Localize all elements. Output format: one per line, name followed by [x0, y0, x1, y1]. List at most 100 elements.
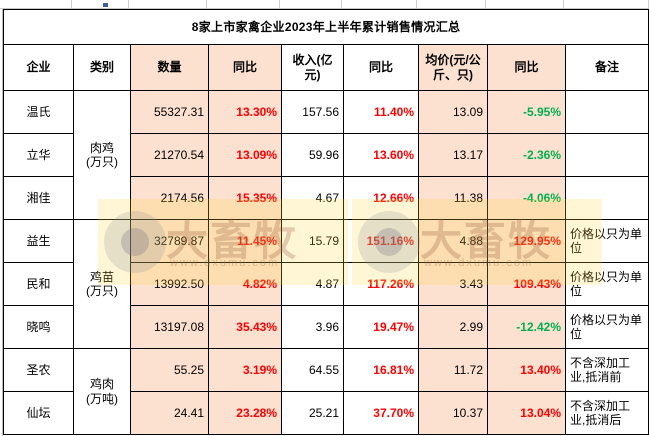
cell-revenue: 15.79 — [281, 219, 344, 263]
cell-average-price: 2.99 — [418, 305, 488, 349]
column-header-company: 企业 — [3, 44, 74, 91]
cell-revenue-yoy: 16.81% — [343, 348, 419, 392]
cell-quantity-yoy: 3.19% — [208, 348, 282, 392]
cell-category-group-broiler: 肉鸡 (万只) — [73, 90, 131, 220]
cell-average-price: 13.09 — [418, 90, 488, 134]
cell-remark: 不含深加工业,抵消前 — [564, 348, 649, 392]
cell-price-yoy: -12.42% — [487, 305, 566, 349]
cell-revenue: 59.96 — [281, 133, 344, 177]
cell-quantity-yoy: 23.28% — [208, 391, 282, 435]
cell-quantity-yoy: 13.30% — [208, 90, 282, 134]
table-row: 温氏 肉鸡 (万只) 55327.31 13.30% 157.56 11.40%… — [3, 90, 649, 220]
category-line-2: (万只) — [86, 284, 118, 298]
sheet-col-e — [280, 0, 342, 8]
cell-company: 湘佳 — [3, 176, 74, 220]
cell-average-price: 4.88 — [418, 219, 488, 263]
cell-revenue: 4.67 — [281, 176, 344, 220]
cell-average-price: 13.17 — [418, 133, 488, 177]
sheet-col-a — [0, 0, 72, 8]
cell-revenue-yoy: 19.47% — [343, 305, 419, 349]
cell-quantity-yoy: 15.35% — [208, 176, 282, 220]
cell-average-price: 11.38 — [418, 176, 488, 220]
cell-revenue-yoy: 37.70% — [343, 391, 419, 435]
table-row: 立华 21270.54 13.09% 59.96 13.60% 13.17 -2… — [3, 133, 649, 177]
table-row: 湘佳 2174.56 15.35% 4.67 12.66% 11.38 -4.0… — [3, 176, 649, 220]
cell-remark — [564, 176, 649, 220]
cell-quantity: 55.25 — [130, 348, 209, 392]
cell-remark: 不含深加工业,抵消后 — [564, 391, 649, 435]
cell-remark: 价格以只为单位 — [564, 305, 649, 349]
cell-company: 仙坛 — [3, 391, 74, 435]
category-line-1: 鸡肉 — [89, 377, 114, 392]
cell-revenue-yoy: 12.66% — [343, 176, 419, 220]
category-line-2: (万只) — [86, 155, 118, 169]
cell-remark — [564, 133, 649, 177]
header-row: 企业 类别 数量 同比 收入(亿元) 同比 均价(元/公斤、只) 同比 备注 — [3, 44, 649, 91]
sales-summary-table: 8家上市家禽企业2023年上半年累计销售情况汇总 企业 类别 数量 同比 收入(… — [2, 9, 649, 435]
cell-company: 立华 — [3, 133, 74, 177]
cell-quantity: 2174.56 — [130, 176, 209, 220]
cell-average-price: 11.72 — [418, 348, 488, 392]
table-row: 圣农 鸡肉 (万吨) 55.25 3.19% 64.55 16.81% 11.7… — [3, 348, 649, 435]
column-header-revenue: 收入(亿元) — [281, 44, 344, 91]
cell-quantity: 13197.08 — [130, 305, 209, 349]
cell-quantity-yoy: 11.45% — [208, 219, 282, 263]
cell-quantity-yoy: 4.82% — [208, 262, 282, 306]
cell-revenue-yoy: 117.26% — [343, 262, 419, 306]
cell-price-yoy: -2.36% — [487, 133, 566, 177]
category-line-2: (万吨) — [86, 391, 118, 406]
title-row: 8家上市家禽企业2023年上半年累计销售情况汇总 — [2, 9, 649, 45]
cell-remark: 价格以只为单位 — [564, 262, 649, 306]
cell-revenue-yoy: 151.16% — [343, 219, 419, 263]
cell-category-group-chicken-meat: 鸡肉 (万吨) — [73, 348, 131, 435]
cell-company: 圣农 — [3, 348, 74, 392]
cell-price-yoy: -5.95% — [487, 90, 566, 134]
sheet-col-h — [486, 0, 564, 8]
cell-company: 民和 — [3, 262, 74, 306]
cell-remark — [564, 90, 649, 134]
spreadsheet-column-header-strip — [0, 0, 649, 9]
cell-quantity: 24.41 — [130, 391, 209, 435]
column-header-quantity-yoy: 同比 — [208, 44, 282, 91]
sales-summary-table-container: 8家上市家禽企业2023年上半年累计销售情况汇总 企业 类别 数量 同比 收入(… — [2, 9, 649, 436]
cell-revenue: 4.87 — [281, 262, 344, 306]
cell-revenue: 64.55 — [281, 348, 344, 392]
cell-company: 晓鸣 — [3, 305, 74, 349]
cell-quantity: 32789.87 — [130, 219, 209, 263]
sheet-col-b — [72, 0, 129, 8]
sheet-cursor-mark — [103, 3, 108, 7]
spreadsheet-row-header-rail — [0, 9, 3, 436]
cell-price-yoy: -4.06% — [487, 176, 566, 220]
column-header-revenue-yoy: 同比 — [343, 44, 419, 91]
cell-revenue: 157.56 — [281, 90, 344, 134]
cell-revenue: 3.96 — [281, 305, 344, 349]
cell-remark: 价格以只为单位 — [564, 219, 649, 263]
page-title: 8家上市家禽企业2023年上半年累计销售情况汇总 — [2, 9, 649, 45]
cell-company: 温氏 — [3, 90, 74, 134]
cell-price-yoy: 109.43% — [487, 262, 566, 306]
cell-company: 益生 — [3, 219, 74, 263]
cell-revenue-yoy: 11.40% — [343, 90, 419, 134]
category-line-1: 鸡苗 — [89, 269, 114, 284]
cell-revenue: 25.21 — [281, 391, 344, 435]
cell-quantity: 21270.54 — [130, 133, 209, 177]
cell-category-group-chicks: 鸡苗 (万只) — [73, 219, 131, 349]
sheet-col-f — [342, 0, 417, 8]
column-header-average-price: 均价(元/公斤、只) — [418, 44, 488, 91]
cell-price-yoy: 13.40% — [487, 348, 566, 392]
cell-quantity-yoy: 35.43% — [208, 305, 282, 349]
cell-average-price: 3.43 — [418, 262, 488, 306]
cell-average-price: 10.37 — [418, 391, 488, 435]
cell-price-yoy: 13.04% — [487, 391, 566, 435]
column-header-category: 类别 — [73, 44, 131, 91]
cell-quantity: 55327.31 — [130, 90, 209, 134]
table-row: 晓鸣 13197.08 35.43% 3.96 19.47% 2.99 -12.… — [3, 305, 649, 349]
cell-quantity: 13992.50 — [130, 262, 209, 306]
sheet-col-i — [564, 0, 649, 8]
column-header-quantity: 数量 — [130, 44, 209, 91]
table-row: 益生 鸡苗 (万只) 32789.87 11.45% 15.79 151.16%… — [3, 219, 649, 349]
cell-revenue-yoy: 13.60% — [343, 133, 419, 177]
column-header-remark: 备注 — [564, 44, 649, 91]
cell-quantity-yoy: 13.09% — [208, 133, 282, 177]
sheet-col-g — [417, 0, 486, 8]
